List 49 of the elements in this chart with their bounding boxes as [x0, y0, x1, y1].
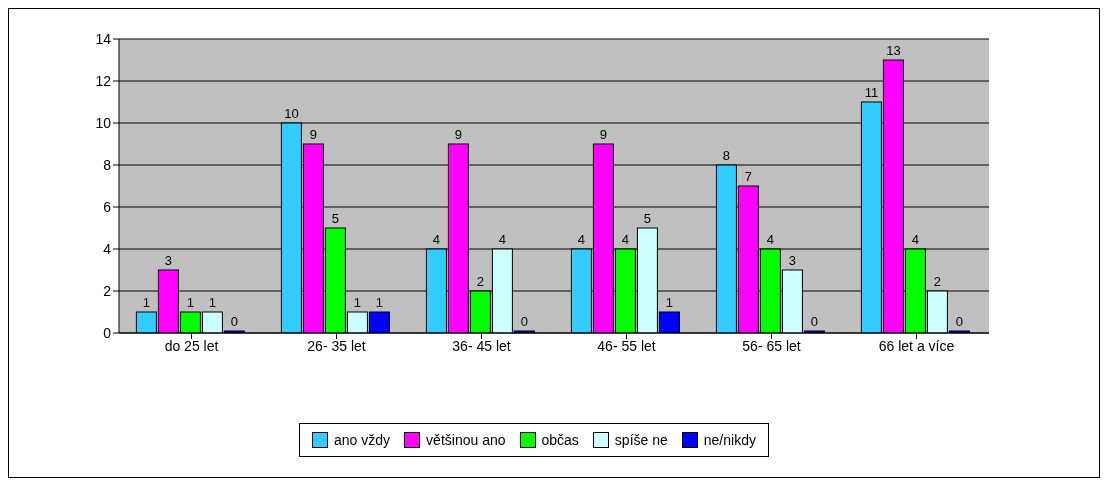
legend-label: občas — [540, 432, 579, 448]
data-label: 4 — [911, 232, 920, 247]
data-label: 1 — [665, 295, 674, 310]
data-label: 0 — [230, 314, 239, 329]
data-label: 0 — [520, 314, 529, 329]
data-label: 8 — [722, 148, 731, 163]
data-label: 5 — [331, 211, 340, 226]
legend-label: spíše ne — [613, 432, 668, 448]
data-label: 5 — [643, 211, 652, 226]
y-tick-label: 6 — [103, 198, 112, 215]
data-label: 13 — [886, 43, 901, 58]
data-label: 4 — [432, 232, 441, 247]
data-label: 11 — [864, 85, 879, 100]
data-label: 9 — [309, 127, 318, 142]
data-label: 1 — [375, 295, 384, 310]
y-tick-label: 10 — [95, 114, 112, 131]
legend-label: ne/nikdy — [702, 432, 756, 448]
data-label: 1 — [186, 295, 195, 310]
data-label: 3 — [164, 253, 173, 268]
x-tick-label: 36- 45 let — [452, 337, 511, 354]
data-label: 2 — [933, 274, 942, 289]
data-label: 4 — [498, 232, 507, 247]
y-tick-label: 14 — [95, 30, 112, 47]
x-tick-label: do 25 let — [164, 337, 219, 354]
data-label: 4 — [766, 232, 775, 247]
data-label: 9 — [454, 127, 463, 142]
x-tick-label: 46- 55 let — [597, 337, 656, 354]
x-tick-label: 26- 35 let — [307, 337, 366, 354]
x-tick-label: 66 let a více — [878, 337, 955, 354]
y-tick-label: 12 — [95, 72, 112, 89]
data-label: 4 — [577, 232, 586, 247]
data-label: 4 — [621, 232, 630, 247]
y-tick-label: 8 — [103, 156, 112, 173]
data-label: 1 — [142, 295, 151, 310]
legend-label: většinou ano — [425, 432, 506, 448]
legend-label: ano vždy — [333, 432, 391, 448]
y-tick-label: 4 — [103, 240, 112, 257]
y-tick-label: 0 — [103, 324, 112, 341]
x-tick-label: 56- 65 let — [742, 337, 801, 354]
data-label: 1 — [353, 295, 362, 310]
data-label: 1 — [208, 295, 217, 310]
y-tick-label: 2 — [103, 282, 112, 299]
data-label: 2 — [476, 274, 485, 289]
data-label: 9 — [599, 127, 608, 142]
data-label: 10 — [284, 106, 299, 121]
data-label: 3 — [788, 253, 797, 268]
data-label: 7 — [744, 169, 753, 184]
data-label: 0 — [955, 314, 964, 329]
data-label: 0 — [810, 314, 819, 329]
